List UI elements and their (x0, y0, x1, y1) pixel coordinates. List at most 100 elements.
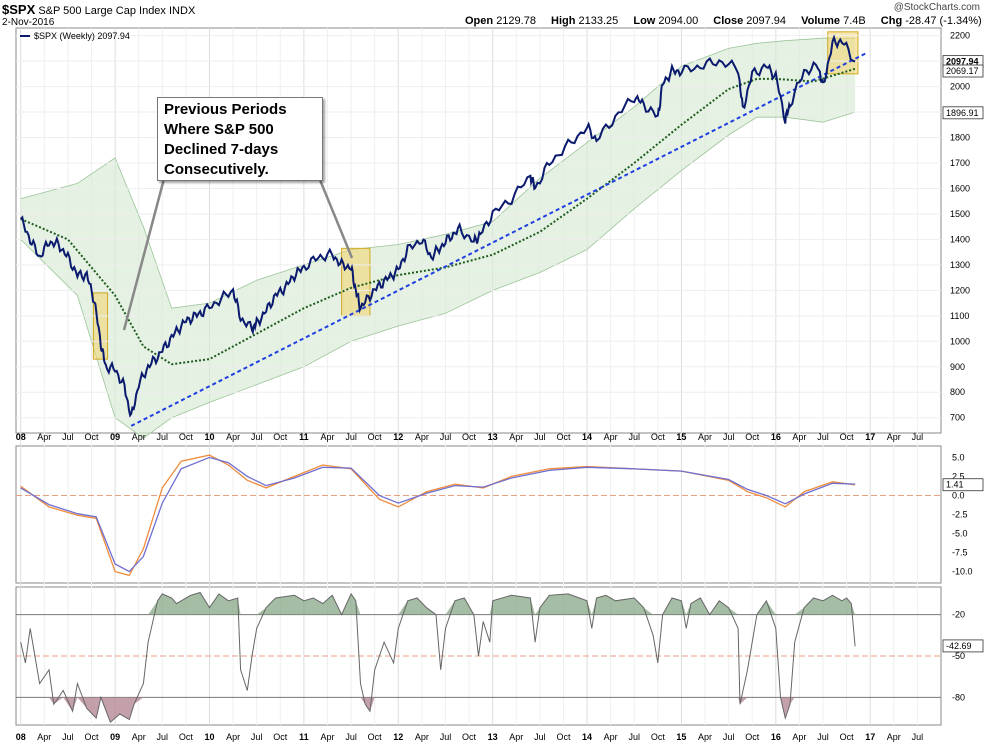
x-tick-label: Jul (440, 432, 452, 442)
willr-line (20, 591, 856, 724)
x-tick-label: Apr (509, 732, 523, 742)
x-tick-label: Apr (698, 732, 712, 742)
symbol: $SPX (2, 2, 36, 17)
price-y-axis: 700 800 900 1000 1100 1200 1300 1400 1500 1600 170… (950, 31, 970, 423)
x-tick-label: Jul (628, 732, 640, 742)
x-tick-label: Oct (651, 732, 666, 742)
x-tick-label: Jul (912, 732, 924, 742)
x-tick-label: Apr (509, 432, 523, 442)
annotation-box: Previous Periods Where S&P 500 Declined … (157, 97, 323, 181)
x-tick-label: Jul (157, 432, 169, 442)
x-tick-label: Apr (226, 732, 240, 742)
x-tick-label: Jul (440, 732, 452, 742)
low-value: 2094.00 (658, 15, 699, 27)
price-tick-label: 1800 (950, 133, 970, 143)
x-tick-label: Jul (723, 732, 735, 742)
x-tick-label: Jul (817, 732, 829, 742)
price-tick-label: 700 (950, 413, 965, 423)
macd-panel (15, 445, 942, 584)
x-tick-label: Apr (37, 432, 51, 442)
legend-label: $SPX (Weekly) 2097.94 (34, 31, 130, 41)
value-label-box (942, 64, 984, 78)
low-label: Low (633, 15, 656, 27)
x-tick-label: Jul (62, 432, 74, 442)
x-tick-label: 10 (204, 432, 214, 442)
macd-tick-label: -7.5 (952, 548, 968, 558)
value-label-box (942, 106, 984, 120)
x-tick-label: Apr (792, 432, 806, 442)
highlight-box (341, 247, 371, 317)
macd-tick-label: -2.5 (952, 510, 968, 520)
value-label-text: -42.69 (946, 641, 972, 651)
x-tick-label: Apr (37, 732, 51, 742)
x-tick-label: Jul (534, 732, 546, 742)
x-tick-label: 16 (771, 432, 781, 442)
willr-tick-label: -80 (952, 692, 965, 702)
x-tick-label: Apr (226, 432, 240, 442)
index-name: S&P 500 Large Cap Index (38, 5, 166, 17)
x-tick-label: Apr (792, 732, 806, 742)
x-tick-label: 15 (676, 432, 686, 442)
macd-tick-label: 5.0 (952, 452, 965, 462)
price-tick-label: 800 (950, 387, 965, 397)
pointer-line (316, 174, 354, 259)
x-tick-label: 14 (582, 432, 592, 442)
exchange: INDX (169, 5, 196, 17)
macd-tick-label: 0.0 (952, 490, 965, 500)
x-tick-label: Oct (745, 432, 760, 442)
price-series (19, 34, 856, 418)
volume-value: 7.4B (843, 15, 866, 27)
willr-oversold-fill (20, 697, 856, 723)
price-tick-label: 1200 (950, 285, 970, 295)
x-tick-label: 14 (582, 732, 592, 742)
x-tick-label: 08 (16, 432, 26, 442)
value-label-text: 2069.17 (946, 66, 979, 76)
x-tick-label: Oct (745, 732, 760, 742)
trendline (130, 52, 866, 427)
x-tick-label: Oct (85, 432, 100, 442)
chg-label: Chg (880, 15, 903, 27)
price-tick-label: 1000 (950, 336, 970, 346)
volume-label: Volume (801, 15, 841, 27)
x-tick-label: Apr (415, 732, 429, 742)
x-tick-label: Apr (132, 732, 146, 742)
close-label: Close (713, 15, 744, 27)
macd-tick-label: -10.0 (952, 567, 973, 577)
x-tick-label: Jul (817, 432, 829, 442)
bollinger-bands (20, 37, 856, 439)
willr-overbought-fill (20, 592, 856, 615)
x-tick-label: 17 (865, 732, 875, 742)
x-tick-label: 13 (488, 432, 498, 442)
value-label-box (942, 639, 984, 653)
high-value: 2133.25 (578, 15, 619, 27)
x-tick-label: 11 (299, 732, 309, 742)
x-tick-label: Apr (887, 732, 901, 742)
price-tick-label: 900 (950, 362, 965, 372)
x-tick-label: Apr (320, 432, 334, 442)
x-tick-label: 12 (393, 732, 403, 742)
willr-tick-label: -50 (952, 651, 965, 661)
high-label: High (551, 15, 576, 27)
x-tick-label: Oct (840, 432, 855, 442)
watermark: @StockCharts.com (893, 2, 980, 13)
x-tick-label: Jul (157, 732, 169, 742)
x-tick-label: 17 (865, 432, 875, 442)
highlight-box (827, 31, 859, 75)
x-tick-label: 11 (299, 432, 309, 442)
trend-line (130, 52, 866, 427)
price-tick-label: 1600 (950, 183, 970, 193)
x-tick-label: Jul (345, 732, 357, 742)
chart-date: 2-Nov-2016 (2, 17, 55, 28)
macd-tick-label: 2.5 (952, 471, 965, 481)
x-tick-label: Oct (840, 732, 855, 742)
x-tick-label: Apr (132, 432, 146, 442)
price-tick-label: 1500 (950, 209, 970, 219)
x-tick-label: Apr (887, 432, 901, 442)
x-tick-label: Jul (723, 432, 735, 442)
x-tick-label: Apr (415, 432, 429, 442)
x-tick-label: Apr (698, 432, 712, 442)
price-tick-label: 2000 (950, 82, 970, 92)
x-tick-label: Jul (534, 432, 546, 442)
